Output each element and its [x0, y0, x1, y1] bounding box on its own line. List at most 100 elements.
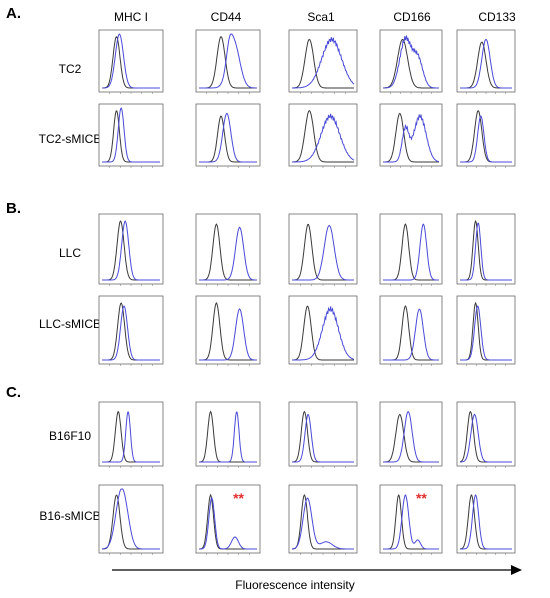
isotype-control-histogram	[383, 112, 439, 163]
marker-stained-histogram	[383, 411, 439, 463]
marker-stained-histogram	[460, 305, 512, 361]
marker-stained-histogram	[199, 112, 257, 163]
marker-stained-histogram	[460, 115, 512, 163]
histogram-panel-llc-sca1	[288, 213, 358, 286]
marker-stained-histogram	[460, 413, 512, 463]
column-header-cd166: CD166	[393, 10, 431, 24]
panel-frame	[379, 29, 443, 93]
section-label-a: A.	[6, 5, 21, 22]
marker-stained-histogram	[199, 411, 257, 463]
histogram-panel-llc-smicb-sca1	[288, 295, 358, 366]
marker-stained-histogram	[383, 494, 439, 550]
panel-frame	[379, 401, 443, 467]
histogram-panel-b16-smicb-mhc-i	[98, 484, 164, 555]
row-label-b16-smicb: B16-sMICB	[39, 509, 100, 523]
panel-frame	[195, 484, 261, 554]
histogram-panel-tc2-smicb-mhc-i	[98, 103, 164, 168]
significance-marker: **	[416, 490, 427, 506]
column-header-cd133: CD133	[478, 10, 516, 24]
marker-stained-histogram	[102, 488, 160, 550]
histogram-panel-b16f10-cd133	[456, 401, 516, 468]
histogram-panel-tc2-smicb-cd133	[456, 103, 516, 168]
significance-marker: **	[233, 490, 244, 506]
row-label-tc2-smicb: TC2-sMICB	[39, 132, 102, 146]
isotype-control-histogram	[292, 38, 354, 89]
panel-frame	[456, 484, 516, 554]
panel-frame	[379, 213, 443, 285]
row-label-llc-smicb: LLC-sMICB	[39, 317, 101, 331]
marker-stained-histogram	[102, 305, 160, 361]
histogram-panel-tc2-cd166	[379, 29, 443, 94]
panel-frame	[379, 484, 443, 554]
panel-frame	[98, 103, 164, 167]
histogram-panel-llc-smicb-cd44	[195, 295, 261, 366]
histogram-panel-tc2-cd133	[456, 29, 516, 94]
marker-stained-histogram	[460, 494, 512, 550]
panel-frame	[379, 295, 443, 365]
x-axis-label: Fluorescence intensity	[235, 578, 354, 592]
isotype-control-histogram	[292, 223, 354, 281]
isotype-control-histogram	[199, 302, 257, 361]
panel-frame	[288, 103, 358, 167]
histogram-panel-tc2-smicb-cd166	[379, 103, 443, 168]
panel-frame	[456, 401, 516, 467]
marker-stained-histogram	[199, 308, 257, 361]
isotype-control-histogram	[292, 305, 354, 361]
panel-frame	[98, 213, 164, 285]
histogram-panel-tc2-mhc-i	[98, 29, 164, 94]
panel-frame	[288, 213, 358, 285]
histogram-panel-b16f10-sca1	[288, 401, 358, 468]
row-label-llc: LLC	[59, 246, 81, 260]
marker-stained-histogram	[199, 497, 257, 550]
histogram-panel-llc-mhc-i	[98, 213, 164, 286]
section-label-b: B.	[6, 200, 21, 217]
panel-frame	[195, 295, 261, 365]
histogram-panel-llc-cd133	[456, 213, 516, 286]
histogram-panel-llc-cd166	[379, 213, 443, 286]
marker-stained-histogram	[102, 220, 160, 281]
histogram-panel-tc2-smicb-cd44	[195, 103, 261, 168]
isotype-control-histogram	[199, 223, 257, 281]
column-header-mhc-i: MHC I	[114, 10, 148, 24]
panel-frame	[456, 213, 516, 285]
marker-stained-histogram	[292, 224, 354, 281]
panel-frame	[195, 29, 261, 93]
marker-stained-histogram	[292, 37, 355, 89]
row-label-tc2: TC2	[59, 62, 82, 76]
panel-frame	[195, 401, 261, 467]
marker-stained-histogram	[383, 223, 439, 281]
histogram-panel-llc-cd44	[195, 213, 261, 286]
panel-frame	[195, 213, 261, 285]
marker-stained-histogram	[102, 107, 160, 163]
panel-frame	[288, 484, 358, 554]
histogram-panel-tc2-smicb-sca1	[288, 103, 358, 168]
histogram-panel-llc-smicb-cd133	[456, 295, 516, 366]
histogram-grid: ** **	[98, 29, 516, 555]
marker-stained-histogram	[292, 306, 355, 361]
marker-stained-histogram	[460, 222, 512, 281]
column-header-sca1: Sca1	[307, 10, 335, 24]
panel-frame	[456, 295, 516, 365]
histogram-panel-b16f10-mhc-i	[98, 401, 164, 468]
isotype-control-histogram	[292, 110, 354, 163]
histogram-panel-llc-smicb-cd166	[379, 295, 443, 366]
histogram-panel-b16-smicb-cd133	[456, 484, 516, 555]
marker-stained-histogram	[292, 113, 355, 163]
column-header-cd44: CD44	[211, 10, 242, 24]
histogram-panel-b16f10-cd166	[379, 401, 443, 468]
panel-frame	[288, 29, 358, 93]
histogram-panel-b16-smicb-sca1	[288, 484, 358, 555]
marker-stained-histogram	[383, 308, 439, 361]
panel-frame	[98, 484, 164, 554]
histogram-panel-tc2-cd44	[195, 29, 261, 94]
histogram-panel-b16-smicb-cd166: **	[379, 484, 443, 555]
section-label-c: C.	[6, 384, 21, 401]
marker-stained-histogram	[199, 33, 257, 89]
x-axis-arrow-head	[511, 565, 522, 575]
histogram-panel-b16-smicb-cd44: **	[195, 484, 261, 555]
row-label-b16f10: B16F10	[49, 429, 91, 443]
marker-stained-histogram	[102, 33, 160, 89]
isotype-control-histogram	[383, 39, 439, 89]
marker-stained-histogram	[383, 114, 440, 163]
